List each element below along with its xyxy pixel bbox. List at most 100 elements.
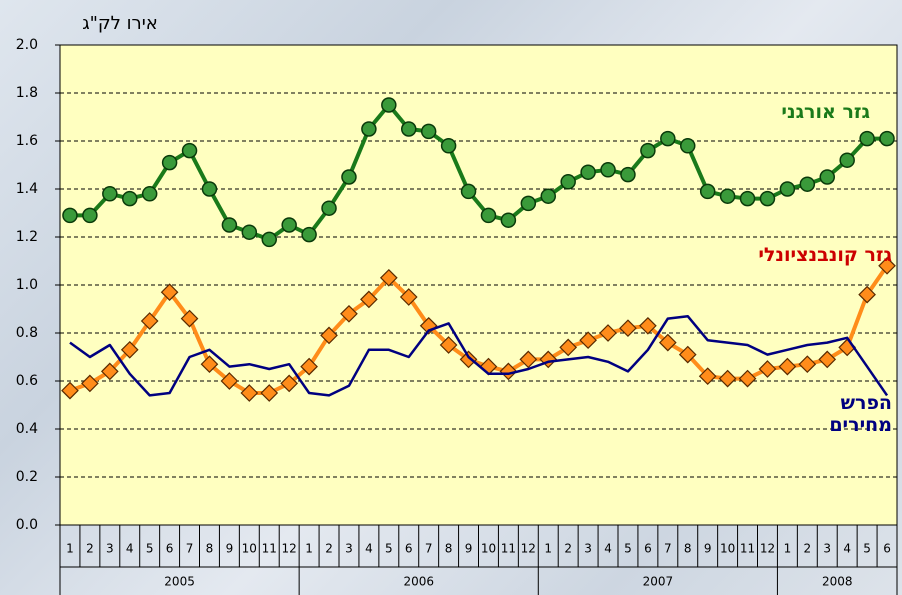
x-tick-label: 4 (365, 542, 373, 556)
y-tick-label: 1.2 (16, 229, 38, 245)
marker (798, 355, 817, 374)
marker (639, 316, 657, 335)
marker (102, 186, 118, 202)
marker (460, 183, 477, 200)
x-tick-label: 8 (206, 542, 214, 556)
marker (401, 121, 417, 137)
x-tick-label: 10 (481, 542, 496, 556)
marker (599, 324, 617, 342)
y-tick-label: 0.0 (16, 517, 38, 533)
marker (61, 381, 79, 400)
marker (660, 130, 676, 147)
x-tick-label: 1 (784, 542, 792, 556)
marker (718, 369, 737, 388)
marker (739, 190, 756, 207)
marker (180, 309, 199, 328)
marker (100, 362, 119, 381)
marker (160, 283, 179, 302)
marker (201, 181, 218, 197)
x-tick-label: 8 (684, 542, 692, 556)
marker (699, 183, 716, 200)
marker (819, 169, 835, 185)
marker (261, 231, 277, 248)
marker (341, 169, 357, 185)
marker (818, 350, 837, 369)
marker (181, 142, 198, 159)
marker (62, 207, 78, 224)
y-tick-label: 0.6 (16, 373, 38, 389)
x-tick-label: 11 (740, 542, 755, 556)
marker (858, 285, 876, 304)
x-tick-label: 1 (305, 542, 313, 556)
marker (340, 304, 358, 323)
x-tick-label: 3 (823, 542, 831, 556)
marker (200, 355, 219, 374)
year-label: 2008 (822, 575, 853, 589)
legend-label: גזר קונבנציונלי (758, 244, 892, 266)
marker (878, 256, 896, 275)
x-tick-label: 12 (521, 542, 536, 556)
x-tick-label: 3 (345, 542, 353, 556)
x-tick-label: 5 (385, 542, 393, 556)
marker (758, 360, 777, 378)
x-tick-label: 1 (66, 542, 74, 556)
x-tick-label: 7 (186, 542, 194, 556)
y-tick-label: 0.8 (16, 325, 38, 341)
marker (81, 374, 99, 393)
y-tick-label: 1.4 (16, 181, 38, 197)
y-tick-label: 1.6 (16, 133, 38, 149)
marker (361, 121, 377, 137)
y-axis-label: אירו לק"ג (82, 13, 158, 34)
marker (439, 336, 458, 354)
marker (360, 290, 378, 309)
y-tick-label: 0.4 (16, 421, 38, 437)
x-tick-label: 7 (664, 542, 672, 556)
marker (82, 207, 98, 224)
marker (122, 190, 138, 207)
x-tick-label: 4 (126, 542, 134, 556)
marker (280, 374, 299, 393)
marker (600, 162, 616, 178)
marker (738, 369, 757, 388)
marker (579, 331, 597, 350)
marker (620, 166, 636, 183)
marker (281, 217, 297, 233)
marker (560, 174, 576, 190)
marker (419, 316, 438, 335)
x-tick-label: 10 (720, 542, 735, 556)
marker (300, 357, 318, 376)
x-tick-label: 11 (262, 542, 277, 556)
marker (320, 326, 338, 345)
x-tick-label: 3 (106, 542, 114, 556)
marker (240, 384, 259, 402)
marker (221, 217, 238, 233)
marker (120, 340, 139, 359)
x-tick-label: 6 (166, 542, 174, 556)
x-tick-label: 9 (704, 542, 712, 556)
year-label: 2007 (643, 575, 674, 589)
marker (399, 288, 418, 306)
marker (520, 195, 537, 212)
y-tick-label: 1.8 (16, 85, 38, 101)
x-tick-label: 11 (501, 542, 516, 556)
x-tick-label: 2 (86, 542, 94, 556)
x-tick-label: 9 (465, 542, 473, 556)
marker (698, 367, 717, 386)
marker (500, 212, 517, 228)
marker (140, 312, 159, 330)
marker (379, 268, 398, 287)
marker (519, 350, 538, 369)
plot-area (59, 44, 898, 526)
marker (619, 319, 637, 338)
x-tick-label: 1 (544, 542, 552, 556)
marker (719, 188, 736, 204)
x-tick-label: 8 (445, 542, 453, 556)
y-tick-label: 2.0 (16, 37, 38, 53)
marker (141, 186, 158, 202)
marker (459, 350, 478, 369)
x-tick-label: 9 (226, 542, 234, 556)
marker (779, 181, 796, 197)
x-tick-label: 12 (760, 542, 775, 556)
x-tick-label: 2 (564, 542, 572, 556)
